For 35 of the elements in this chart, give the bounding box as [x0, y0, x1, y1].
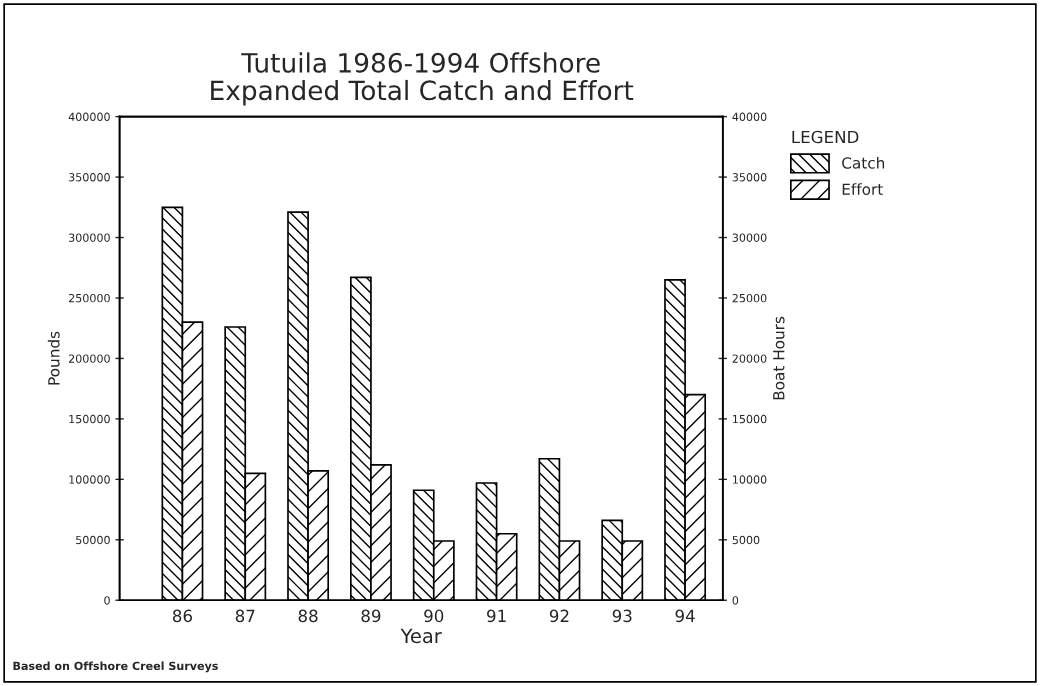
y2-tick-label: 0	[732, 596, 739, 605]
y2-tick-label: 35000	[732, 173, 767, 182]
x-tick-label: 94	[675, 609, 695, 623]
y-axis-title: Pounds	[47, 331, 60, 385]
legend-label: Effort	[842, 183, 883, 195]
y-tick-label: 150000	[69, 414, 110, 424]
x-tick-label: 90	[424, 609, 444, 623]
x-tick-label: 91	[487, 609, 506, 623]
y-tick-label: 50000	[76, 535, 110, 545]
y-tick-label: 200000	[68, 354, 110, 363]
y-tick-label: 0	[104, 596, 110, 605]
x-tick-label: 93	[612, 609, 632, 623]
y-tick-label: 400000	[68, 112, 110, 121]
y2-tick-label: 10000	[733, 475, 767, 484]
y2-tick-label: 25000	[732, 293, 767, 303]
y-tick-label: 300000	[69, 233, 110, 242]
y-tick-label: 350000	[69, 173, 110, 182]
chart-title: Tutuila 1986-1994 Offshore Expanded Total Catch and Effort	[211, 52, 634, 106]
x-axis-title: Year	[400, 628, 442, 644]
legend-title: LEGEND	[792, 130, 859, 144]
legend-label: Catch	[842, 156, 885, 169]
x-tick-label: 88	[298, 609, 318, 623]
y-tick-label: 250000	[68, 293, 110, 303]
y2-tick-label: 30000	[732, 233, 767, 242]
y2-tick-label: 5000	[732, 535, 760, 545]
y2-tick-label: 40000	[732, 112, 767, 121]
y2-axis-title: Boat Hours	[773, 316, 785, 400]
text: Based on Offshore Creel Surveys	[13, 661, 218, 673]
x-tick-label: 89	[361, 609, 381, 623]
y-tick-label: 100000	[69, 475, 110, 484]
x-tick-label: 87	[235, 609, 255, 623]
x-tick-label: 92	[549, 609, 569, 623]
y2-tick-label: 15000	[733, 414, 767, 424]
y2-tick-label: 20000	[732, 354, 767, 363]
x-tick-label: 86	[172, 609, 192, 623]
